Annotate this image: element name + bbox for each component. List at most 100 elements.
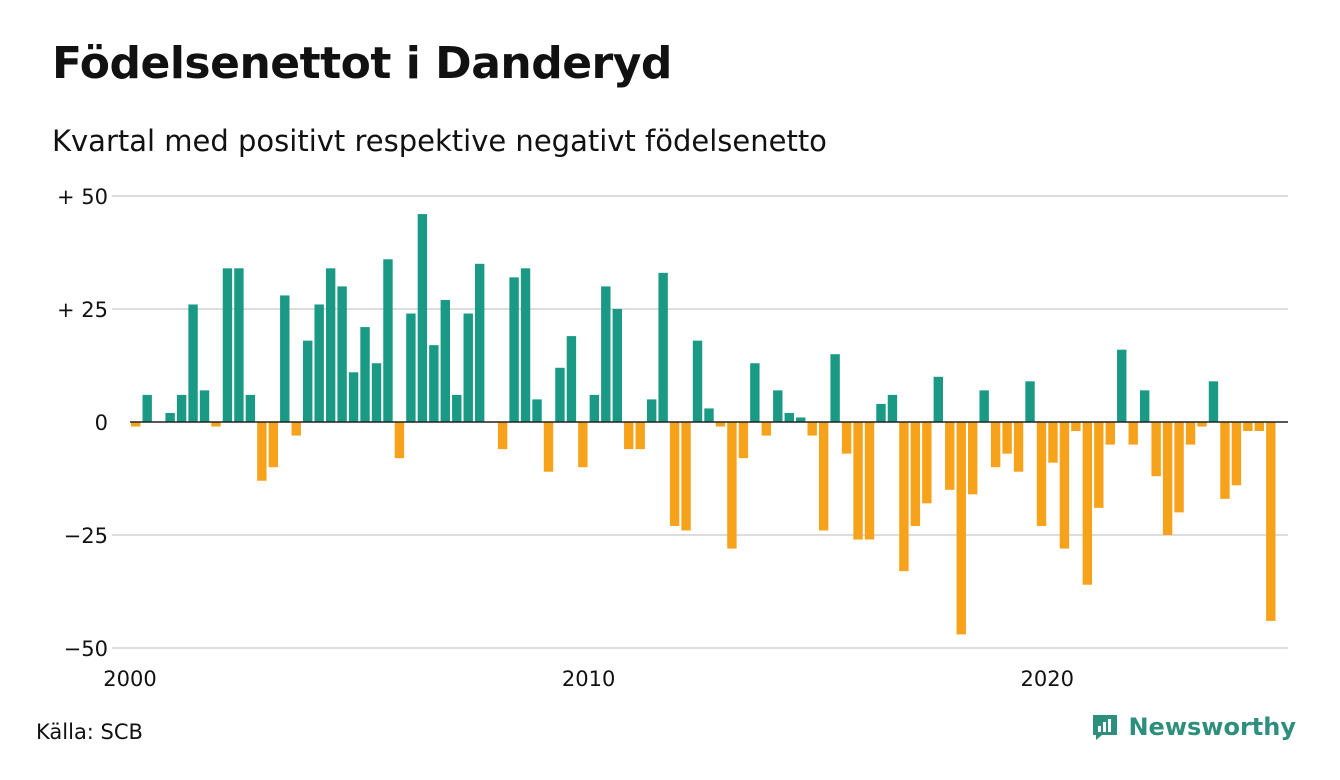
x-tick-label: 2020 (1021, 667, 1074, 691)
bar (933, 376, 944, 422)
bar (1162, 422, 1173, 535)
bar (1231, 422, 1242, 486)
bar (945, 422, 955, 490)
bar (1185, 422, 1196, 445)
bar (452, 394, 462, 422)
bar (303, 340, 313, 422)
bar (624, 422, 634, 450)
bar (1220, 422, 1230, 499)
bar (383, 259, 393, 422)
bar (773, 390, 783, 422)
bar (807, 422, 817, 436)
bar (956, 422, 966, 635)
bar (1071, 422, 1081, 432)
bar (417, 214, 428, 422)
bar (646, 399, 657, 422)
bar (394, 422, 405, 459)
y-tick-label: + 50 (57, 185, 108, 209)
bar (199, 390, 210, 422)
bar (1254, 422, 1265, 432)
bar (234, 268, 244, 422)
bar (245, 394, 256, 422)
bar-chart: + 50 + 25 0 −25 −50 2000 2010 2020 (57, 185, 1288, 691)
bar (601, 286, 611, 422)
bar (222, 268, 233, 422)
bar (692, 340, 703, 422)
bar (1243, 422, 1253, 432)
bar (681, 422, 691, 531)
bar (280, 295, 290, 422)
bar (1036, 422, 1047, 526)
bar (257, 422, 267, 481)
bar (348, 372, 359, 422)
bar (337, 286, 347, 422)
bar (291, 422, 301, 436)
bar (1002, 422, 1012, 454)
bar (784, 412, 794, 422)
source-label: Källa: SCB (36, 720, 143, 744)
chart-title: Födelsenettot i Danderyd (52, 38, 672, 89)
bar (715, 422, 726, 427)
bar (979, 390, 989, 422)
bar (612, 309, 622, 422)
y-tick-label: 0 (95, 411, 108, 435)
bar (1139, 390, 1150, 422)
bar (1059, 422, 1070, 549)
bar (131, 422, 141, 427)
y-tick-label: + 25 (57, 298, 108, 322)
bar (1266, 422, 1276, 621)
chart-subtitle: Kvartal med positivt respektive negativt… (52, 124, 827, 158)
bar (1105, 422, 1115, 445)
bar (1013, 422, 1024, 472)
bar (750, 363, 760, 422)
bar (658, 272, 668, 422)
bar (853, 422, 863, 540)
bar (1082, 422, 1093, 585)
bar (165, 412, 175, 422)
bar (635, 422, 645, 450)
bar (314, 304, 324, 422)
bar (727, 422, 737, 549)
bar (818, 422, 829, 531)
bar (761, 422, 772, 436)
bar (922, 422, 932, 504)
bar (566, 336, 577, 422)
bar (188, 304, 198, 422)
bar (1151, 422, 1161, 477)
bar (543, 422, 554, 472)
bar (268, 422, 279, 468)
brand-logo: Newsworthy (1090, 712, 1296, 742)
y-tick-label: −25 (64, 524, 108, 548)
bar (704, 408, 714, 422)
bar (1094, 422, 1104, 508)
bar (360, 327, 370, 422)
bar (371, 363, 382, 422)
bar (910, 422, 921, 526)
bar (796, 417, 806, 422)
bar (1197, 422, 1207, 427)
bar (968, 422, 978, 495)
bar (1048, 422, 1058, 463)
bar (1174, 422, 1184, 513)
bar (440, 299, 450, 422)
brand-name: Newsworthy (1128, 713, 1296, 741)
x-tick-label: 2010 (562, 667, 615, 691)
bar (830, 354, 840, 422)
bar (899, 422, 909, 572)
bar (406, 313, 416, 422)
bar (841, 422, 852, 454)
bar (990, 422, 1001, 468)
y-tick-label: −50 (64, 637, 108, 661)
bar (142, 394, 152, 422)
bar (509, 277, 519, 422)
bar (463, 313, 473, 422)
bar (1117, 349, 1127, 422)
bar (876, 403, 886, 422)
bar (325, 268, 336, 422)
bar (532, 399, 542, 422)
bar (520, 268, 531, 422)
bar (1025, 381, 1035, 422)
bar (864, 422, 875, 540)
bar (176, 394, 187, 422)
bar (738, 422, 749, 459)
